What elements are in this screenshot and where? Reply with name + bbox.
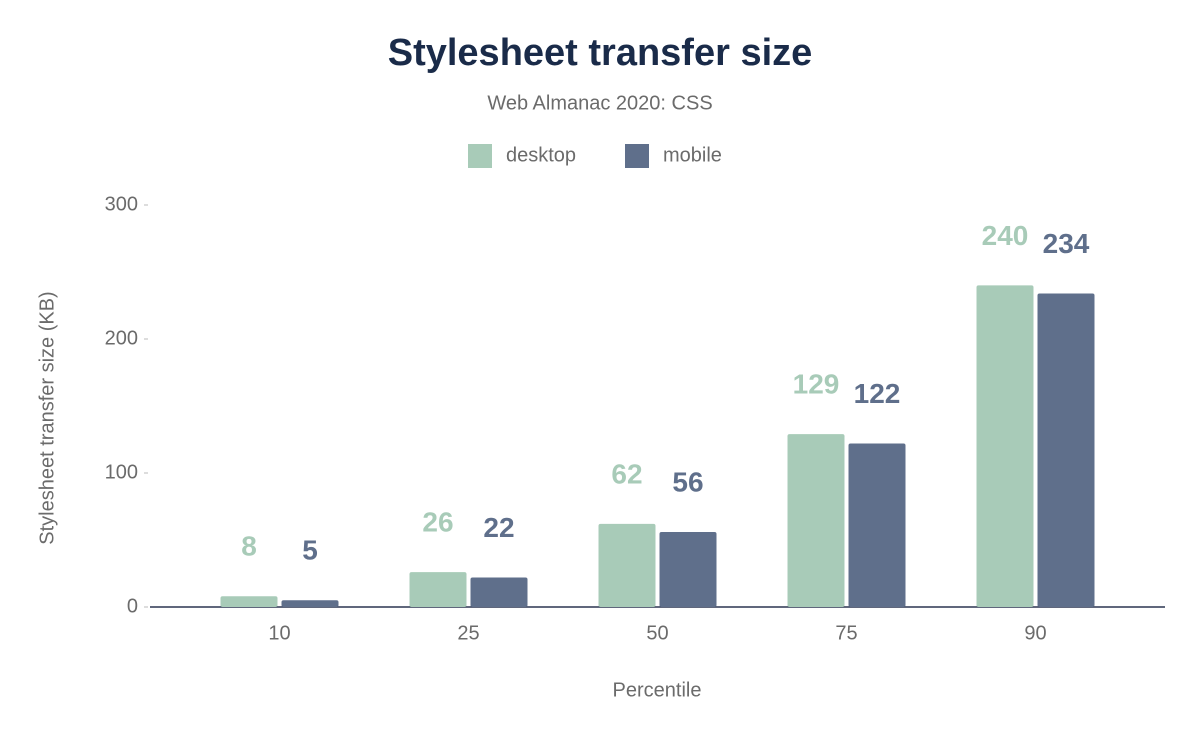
data-label: 129	[793, 369, 840, 400]
x-tick-label: 50	[646, 622, 668, 644]
data-label: 5	[302, 535, 318, 566]
chart-title: Stylesheet transfer size	[388, 32, 813, 74]
data-label: 22	[483, 512, 514, 543]
bar	[659, 531, 717, 607]
y-axis-title: Stylesheet transfer size (KB)	[36, 291, 58, 544]
x-tick-label: 10	[268, 622, 290, 644]
bar	[976, 285, 1034, 607]
data-label: 234	[1043, 228, 1090, 259]
legend-swatch	[625, 144, 649, 168]
x-axis-title: Percentile	[613, 679, 702, 701]
bar	[787, 434, 845, 607]
chart-subtitle: Web Almanac 2020: CSS	[487, 92, 712, 114]
bar	[470, 577, 528, 607]
y-tick-label: 0	[127, 595, 138, 617]
legend-label: desktop	[506, 144, 576, 166]
y-tick-label: 200	[105, 327, 138, 349]
data-label: 56	[672, 466, 703, 497]
bar	[598, 523, 656, 607]
bar	[409, 572, 467, 607]
y-tick-label: 100	[105, 461, 138, 483]
data-label: 122	[854, 378, 901, 409]
data-label: 240	[982, 220, 1029, 251]
bar	[281, 600, 339, 607]
legend-label: mobile	[663, 144, 722, 166]
x-tick-label: 25	[457, 622, 479, 644]
data-label: 62	[611, 458, 642, 489]
legend-swatch	[468, 144, 492, 168]
bar	[220, 596, 278, 607]
x-tick-label: 90	[1024, 622, 1046, 644]
x-tick-label: 75	[835, 622, 857, 644]
y-tick-label: 300	[105, 193, 138, 215]
bar	[1037, 293, 1095, 607]
data-label: 8	[241, 531, 257, 562]
bar	[848, 443, 906, 607]
data-label: 26	[422, 507, 453, 538]
